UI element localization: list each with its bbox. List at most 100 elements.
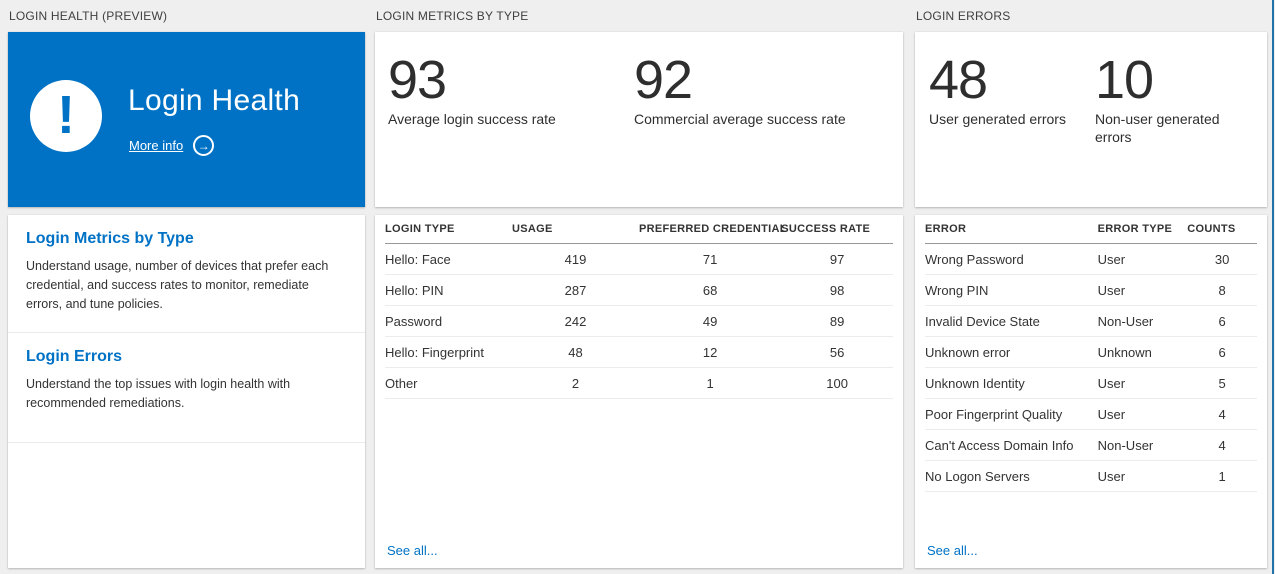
cell-success-rate: 98	[829, 282, 845, 298]
table-row: Hello: Face 419 71 97	[385, 244, 893, 275]
login-health-hero-tile[interactable]: ! Login Health More info →	[8, 32, 365, 207]
column-header-login-type: LOGIN TYPE	[385, 223, 455, 235]
cell-counts: 6	[1218, 344, 1226, 360]
table-row: Wrong PIN User 8	[925, 275, 1257, 306]
cell-error-type: Non-User	[1097, 437, 1154, 453]
menu-item-login-errors[interactable]: Login Errors Understand the top issues w…	[8, 333, 365, 443]
cell-login-type: Hello: Face	[385, 251, 451, 267]
login-health-menu-card: Login Metrics by Type Understand usage, …	[8, 215, 365, 568]
cell-login-type: Password	[385, 313, 443, 329]
cell-error-type: User	[1097, 282, 1126, 298]
table-row: Password 242 49 89	[385, 306, 893, 337]
more-info-link[interactable]: More info →	[129, 135, 215, 156]
table-row: Other 2 1 100	[385, 368, 893, 399]
cell-usage: 48	[568, 344, 583, 360]
errors-stats-card: 48 User generated errors 10 Non-user gen…	[915, 32, 1267, 207]
stat-user-generated-errors: 48 User generated errors	[929, 53, 1089, 128]
cell-error: No Logon Servers	[925, 468, 1030, 484]
cell-usage: 242	[564, 313, 587, 329]
section-title-login-errors: LOGIN ERRORS	[916, 9, 1011, 23]
stat-value: 10	[1095, 50, 1154, 110]
cell-success-rate: 97	[829, 251, 845, 267]
stat-value: 92	[634, 50, 693, 110]
menu-item-title: Login Errors	[26, 348, 123, 365]
stat-average-login-success-rate: 93 Average login success rate	[388, 53, 556, 128]
see-all-link-errors[interactable]: See all...	[927, 543, 978, 558]
stat-label: Non-user generated errors	[1095, 111, 1220, 146]
table-row: Hello: Fingerprint 48 12 56	[385, 337, 893, 368]
section-title-login-health: LOGIN HEALTH (PREVIEW)	[9, 9, 168, 23]
menu-item-login-metrics-by-type[interactable]: Login Metrics by Type Understand usage, …	[8, 215, 365, 333]
column-header-preferred-credential: PREFERRED CREDENTIAL	[639, 223, 787, 235]
column-header-success-rate: SUCCESS RATE	[781, 223, 871, 235]
cell-usage: 287	[564, 282, 587, 298]
cell-counts: 5	[1218, 375, 1226, 391]
login-errors-table: ERROR ERROR TYPE COUNTS Wrong Password U…	[925, 215, 1257, 492]
cell-error: Invalid Device State	[925, 313, 1040, 329]
metrics-stats-card: 93 Average login success rate 92 Commerc…	[375, 32, 903, 207]
cell-error-type: User	[1097, 375, 1126, 391]
cell-error: Poor Fingerprint Quality	[925, 406, 1063, 422]
cell-preferred-credential: 1	[706, 375, 714, 391]
column-header-counts: COUNTS	[1187, 223, 1236, 235]
metrics-table-card: LOGIN TYPE USAGE PREFERRED CREDENTIAL SU…	[375, 215, 903, 568]
stat-label: Commercial average success rate	[634, 111, 846, 127]
cell-login-type: Other	[385, 375, 418, 391]
cell-usage: 2	[571, 375, 580, 391]
cell-preferred-credential: 68	[702, 282, 718, 298]
more-info-label[interactable]: More info	[129, 138, 184, 153]
cell-preferred-credential: 71	[702, 251, 718, 267]
cell-success-rate: 100	[826, 375, 848, 391]
errors-table-card: ERROR ERROR TYPE COUNTS Wrong Password U…	[915, 215, 1267, 568]
table-row: Unknown Identity User 5	[925, 368, 1257, 399]
cell-counts: 6	[1218, 313, 1226, 329]
stat-value: 48	[929, 50, 988, 110]
menu-item-description: Understand usage, number of devices that…	[26, 259, 329, 311]
cell-preferred-credential: 12	[702, 344, 718, 360]
table-row: Unknown error Unknown 6	[925, 337, 1257, 368]
arrow-right-circle-icon[interactable]: →	[193, 135, 215, 156]
column-header-usage: USAGE	[512, 223, 553, 235]
cell-error: Unknown error	[925, 344, 1011, 360]
stat-non-user-generated-errors: 10 Non-user generated errors	[1095, 53, 1235, 146]
table-header-row: ERROR ERROR TYPE COUNTS	[925, 215, 1257, 244]
table-row: Can't Access Domain Info Non-User 4	[925, 430, 1257, 461]
column-header-error-type: ERROR TYPE	[1097, 223, 1173, 235]
table-row: Wrong Password User 30	[925, 244, 1257, 275]
table-row: Hello: PIN 287 68 98	[385, 275, 893, 306]
exclamation-icon: !	[30, 80, 102, 152]
cell-counts: 4	[1218, 406, 1226, 422]
table-row: Poor Fingerprint Quality User 4	[925, 399, 1257, 430]
cell-error-type: User	[1097, 468, 1126, 484]
table-row: No Logon Servers User 1	[925, 461, 1257, 492]
cell-preferred-credential: 49	[702, 313, 718, 329]
stat-value: 93	[388, 50, 447, 110]
section-title-login-metrics: LOGIN METRICS BY TYPE	[376, 9, 529, 23]
stat-label: Average login success rate	[388, 111, 556, 127]
cell-error: Wrong Password	[925, 251, 1024, 267]
blade-edge-indicator	[1272, 0, 1274, 574]
column-login-health: LOGIN HEALTH (PREVIEW) ! Login Health Mo…	[8, 0, 365, 574]
cell-counts: 1	[1218, 468, 1226, 484]
cell-login-type: Hello: PIN	[385, 282, 444, 298]
stat-label: User generated errors	[929, 111, 1066, 127]
cell-error-type: Non-User	[1097, 313, 1154, 329]
cell-counts: 4	[1218, 437, 1226, 453]
cell-error: Can't Access Domain Info	[925, 437, 1074, 453]
menu-item-title: Login Metrics by Type	[26, 230, 194, 247]
cell-counts: 30	[1214, 251, 1230, 267]
column-login-errors: LOGIN ERRORS 48 User generated errors 10…	[915, 0, 1267, 574]
see-all-link-metrics[interactable]: See all...	[387, 543, 438, 558]
hero-title: Login Health	[128, 84, 301, 117]
login-metrics-table: LOGIN TYPE USAGE PREFERRED CREDENTIAL SU…	[385, 215, 893, 399]
cell-success-rate: 89	[829, 313, 845, 329]
cell-error-type: User	[1097, 251, 1126, 267]
cell-counts: 8	[1218, 282, 1226, 298]
table-row: Invalid Device State Non-User 6	[925, 306, 1257, 337]
cell-error: Wrong PIN	[925, 282, 989, 298]
cell-login-type: Hello: Fingerprint	[385, 344, 484, 360]
column-header-error: ERROR	[925, 223, 967, 235]
column-login-metrics: LOGIN METRICS BY TYPE 93 Average login s…	[375, 0, 903, 574]
menu-item-description: Understand the top issues with login hea…	[26, 377, 291, 410]
